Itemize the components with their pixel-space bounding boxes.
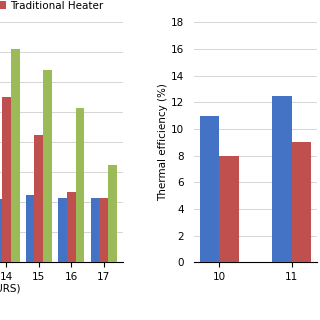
Bar <box>58 198 67 262</box>
Bar <box>292 142 311 262</box>
Bar <box>91 198 99 262</box>
X-axis label: OURS): OURS) <box>0 284 21 293</box>
Bar <box>99 198 108 262</box>
Bar <box>35 135 43 262</box>
Bar <box>108 165 117 262</box>
Bar <box>272 96 292 262</box>
Bar <box>2 97 11 262</box>
Bar <box>11 49 20 262</box>
Legend: Traditional Heater: Traditional Heater <box>0 0 108 15</box>
Bar <box>219 156 239 262</box>
Bar <box>76 108 84 262</box>
Bar <box>26 195 35 262</box>
Y-axis label: Thermal efficiency (%): Thermal efficiency (%) <box>158 84 168 201</box>
Bar <box>200 116 219 262</box>
Bar <box>43 70 52 262</box>
Bar <box>67 192 76 262</box>
Bar <box>0 199 2 262</box>
